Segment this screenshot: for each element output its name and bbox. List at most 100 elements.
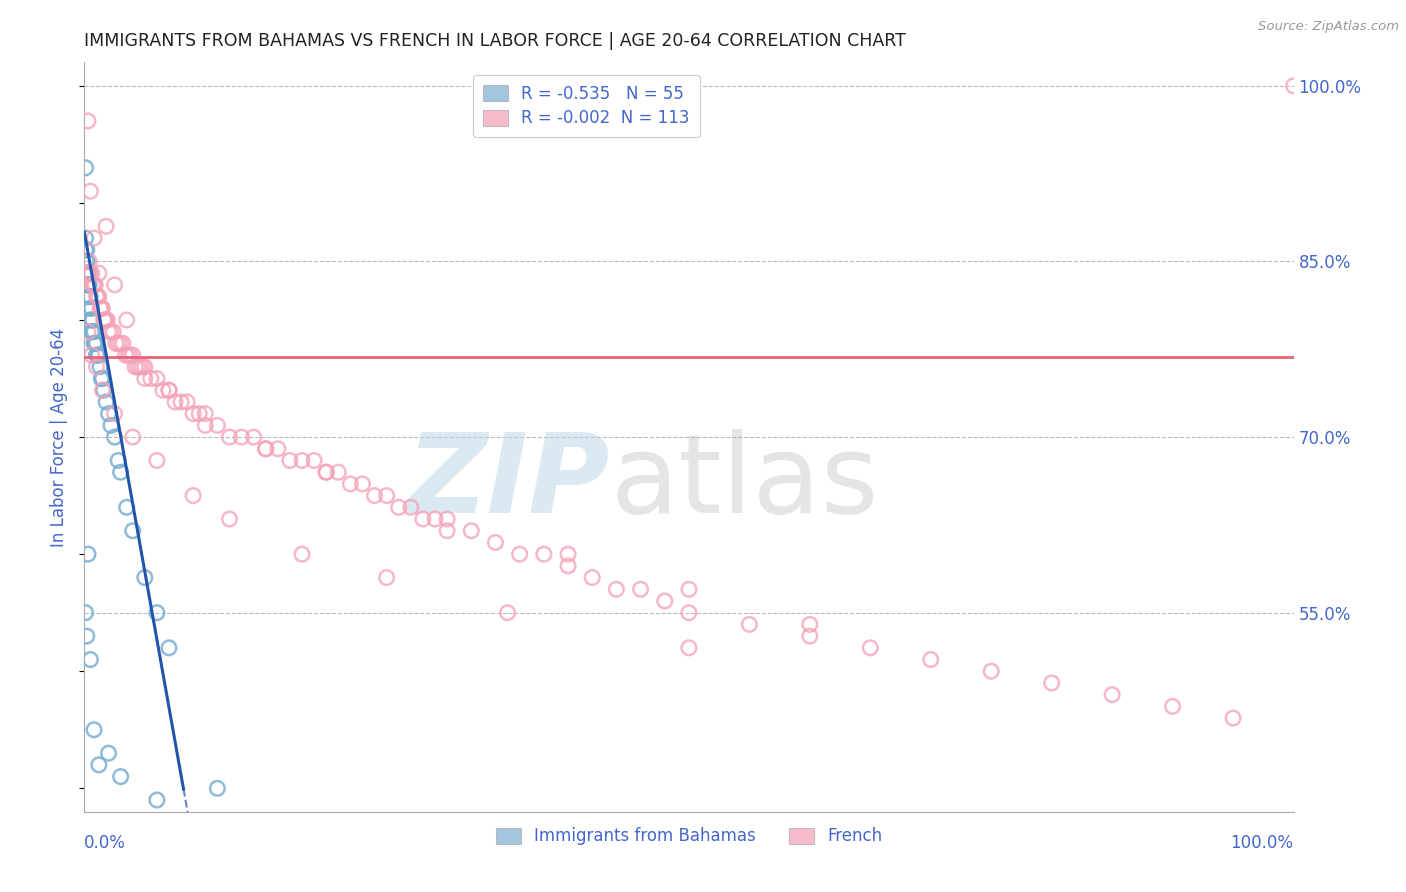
Point — [77, 325, 100, 339]
Point — [980, 664, 1002, 678]
Point — [678, 606, 700, 620]
Point — [557, 558, 579, 573]
Point — [83, 723, 105, 737]
Point — [654, 594, 676, 608]
Point — [920, 652, 942, 666]
Point — [104, 430, 127, 444]
Point — [100, 418, 122, 433]
Point — [82, 313, 104, 327]
Point — [146, 371, 169, 385]
Point — [254, 442, 277, 456]
Point — [79, 184, 101, 198]
Point — [90, 301, 112, 316]
Point — [157, 384, 180, 398]
Point — [91, 371, 114, 385]
Point — [352, 476, 374, 491]
Point — [77, 114, 100, 128]
Point — [87, 266, 110, 280]
Point — [100, 325, 122, 339]
Point — [110, 465, 132, 479]
Legend: Immigrants from Bahamas, French: Immigrants from Bahamas, French — [489, 821, 889, 852]
Point — [112, 336, 135, 351]
Point — [1282, 78, 1305, 93]
Point — [127, 359, 149, 374]
Text: Source: ZipAtlas.com: Source: ZipAtlas.com — [1258, 20, 1399, 33]
Point — [90, 371, 112, 385]
Point — [94, 313, 117, 327]
Point — [267, 442, 290, 456]
Point — [94, 395, 117, 409]
Point — [75, 606, 97, 620]
Point — [630, 582, 652, 597]
Point — [84, 277, 107, 292]
Point — [96, 313, 118, 327]
Point — [859, 640, 882, 655]
Point — [79, 652, 101, 666]
Point — [83, 231, 105, 245]
Point — [194, 418, 217, 433]
Point — [104, 277, 127, 292]
Point — [86, 289, 108, 303]
Point — [678, 582, 700, 597]
Point — [146, 453, 169, 467]
Point — [80, 348, 103, 362]
Point — [94, 219, 117, 234]
Point — [115, 500, 138, 515]
Point — [76, 629, 98, 643]
Point — [121, 524, 143, 538]
Point — [76, 266, 98, 280]
Y-axis label: In Labor Force | Age 20-64: In Labor Force | Age 20-64 — [51, 327, 69, 547]
Point — [76, 254, 98, 268]
Point — [94, 313, 117, 327]
Point — [77, 277, 100, 292]
Point — [77, 266, 100, 280]
Point — [581, 571, 603, 585]
Point — [131, 359, 153, 374]
Point — [460, 524, 482, 538]
Text: 0.0%: 0.0% — [84, 834, 127, 852]
Point — [157, 384, 180, 398]
Point — [110, 770, 132, 784]
Point — [738, 617, 761, 632]
Point — [89, 359, 111, 374]
Point — [93, 313, 115, 327]
Point — [1222, 711, 1244, 725]
Point — [218, 430, 240, 444]
Point — [278, 453, 301, 467]
Point — [242, 430, 264, 444]
Point — [110, 336, 132, 351]
Point — [328, 465, 350, 479]
Point — [97, 407, 120, 421]
Point — [97, 325, 120, 339]
Point — [533, 547, 555, 561]
Point — [80, 266, 103, 280]
Point — [115, 313, 138, 327]
Point — [75, 243, 97, 257]
Point — [86, 348, 108, 362]
Point — [557, 547, 579, 561]
Point — [77, 266, 100, 280]
Point — [87, 348, 110, 362]
Point — [157, 640, 180, 655]
Point — [129, 359, 152, 374]
Point — [80, 325, 103, 339]
Point — [77, 289, 100, 303]
Point — [231, 430, 253, 444]
Point — [91, 384, 114, 398]
Point — [84, 336, 107, 351]
Point — [207, 781, 229, 796]
Point — [83, 325, 105, 339]
Point — [121, 348, 143, 362]
Text: 100.0%: 100.0% — [1230, 834, 1294, 852]
Point — [87, 757, 110, 772]
Point — [134, 371, 156, 385]
Point — [91, 301, 114, 316]
Point — [799, 617, 821, 632]
Point — [114, 348, 136, 362]
Point — [134, 571, 156, 585]
Point — [165, 395, 187, 409]
Point — [363, 489, 385, 503]
Point — [339, 476, 361, 491]
Point — [83, 277, 105, 292]
Point — [124, 359, 146, 374]
